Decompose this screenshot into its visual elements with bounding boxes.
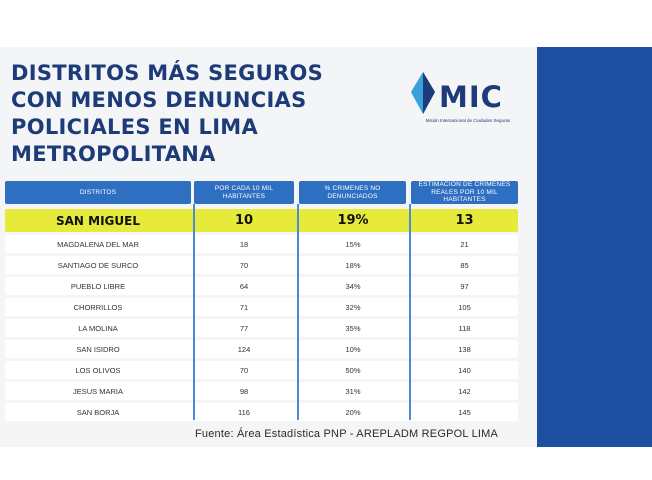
- cell-distrito: PUEBLO LIBRE: [70, 281, 126, 291]
- page-title: DISTRITOS MÁS SEGUROS CON MENOS DENUNCIA…: [11, 61, 324, 166]
- cell-no-denunciados: 18%: [345, 260, 361, 270]
- cell-distrito: CHORRILLOS: [73, 302, 123, 312]
- mic-logo-icon: [411, 72, 435, 114]
- cell-por-10mil: 71: [239, 302, 249, 312]
- cell-estimacion: 140: [458, 365, 471, 375]
- cell-no-denunciados: 31%: [345, 386, 361, 396]
- column-header-por-10mil: POR CADA 10 MIL HABITANTES: [194, 181, 294, 204]
- cell-por-10mil: 70: [239, 365, 249, 375]
- table-row: CHORRILLOS 71 32% 105: [5, 298, 518, 316]
- cell-distrito: JESUS MARIA: [72, 386, 123, 396]
- cell-estimacion: 21: [460, 239, 469, 249]
- source-note: Fuente: Área Estadística PNP - AREPLADM …: [195, 428, 499, 440]
- column-header-estimacion: ESTIMACIÓN DE CRÍMENES REALES POR 10 MIL…: [411, 181, 518, 204]
- cell-no-denunciados: 34%: [345, 281, 361, 291]
- cell-distrito: SAN ISIDRO: [76, 344, 120, 354]
- column-divider: [193, 204, 195, 420]
- logo-subtitle: Misión Internacional de Ciudades Seguras: [425, 118, 511, 123]
- table-row: SAN BORJA 116 20% 145: [5, 403, 518, 421]
- cell-no-denunciados: 32%: [345, 302, 361, 312]
- table-row-featured: SAN MIGUEL 10 19% 13: [5, 209, 518, 232]
- cell-estimacion: 142: [458, 386, 471, 396]
- cell-por-10mil: 116: [238, 407, 250, 417]
- column-divider: [409, 204, 411, 420]
- cell-no-denunciados: 19%: [337, 213, 369, 228]
- table-row: MAGDALENA DEL MAR 18 15% 21: [5, 235, 518, 253]
- cell-estimacion: 138: [458, 344, 471, 354]
- cell-por-10mil: 64: [239, 281, 249, 291]
- top-margin: [0, 0, 652, 47]
- cell-estimacion: 85: [460, 260, 469, 270]
- table-row: LA MOLINA 77 35% 118: [5, 319, 518, 337]
- bottom-margin: [0, 447, 652, 480]
- cell-por-10mil: 70: [239, 260, 249, 270]
- cell-distrito: SAN BORJA: [76, 407, 120, 417]
- cell-por-10mil: 124: [237, 344, 251, 354]
- cell-estimacion: 118: [458, 323, 471, 333]
- table-row: SANTIAGO DE SURCO 70 18% 85: [5, 256, 518, 274]
- cell-no-denunciados: 15%: [345, 239, 361, 249]
- column-header-distritos: DISTRITOS: [5, 181, 191, 204]
- cell-estimacion: 97: [460, 281, 469, 291]
- cell-por-10mil: 98: [239, 386, 249, 396]
- cell-distrito: MAGDALENA DEL MAR: [57, 239, 139, 249]
- table-row: PUEBLO LIBRE 64 34% 97: [5, 277, 518, 295]
- cell-estimacion: 13: [455, 213, 474, 228]
- cell-no-denunciados: 50%: [345, 365, 361, 375]
- table-row: LOS OLIVOS 70 50% 140: [5, 361, 518, 379]
- cell-distrito: SANTIAGO DE SURCO: [57, 260, 139, 270]
- logo-text: MIC: [439, 80, 503, 114]
- mic-logo: MIC Misión Internacional de Ciudades Seg…: [405, 70, 525, 130]
- column-divider: [297, 204, 299, 420]
- cell-por-10mil: 18: [239, 239, 249, 249]
- cell-estimacion: 105: [458, 302, 471, 312]
- table-row: SAN ISIDRO 124 10% 138: [5, 340, 518, 358]
- cell-distrito: SAN MIGUEL: [56, 213, 140, 228]
- cell-no-denunciados: 10%: [345, 344, 361, 354]
- cell-distrito: LOS OLIVOS: [75, 365, 121, 375]
- cell-por-10mil: 77: [239, 323, 249, 333]
- cell-distrito: LA MOLINA: [78, 323, 118, 333]
- cell-no-denunciados: 20%: [345, 407, 361, 417]
- table-row: JESUS MARIA 98 31% 142: [5, 382, 518, 400]
- column-header-no-denunciados: % CRIMENES NO DENUNCIADOS: [299, 181, 406, 204]
- cell-estimacion: 145: [458, 407, 471, 417]
- cell-no-denunciados: 35%: [345, 323, 361, 333]
- cell-por-10mil: 10: [234, 213, 254, 228]
